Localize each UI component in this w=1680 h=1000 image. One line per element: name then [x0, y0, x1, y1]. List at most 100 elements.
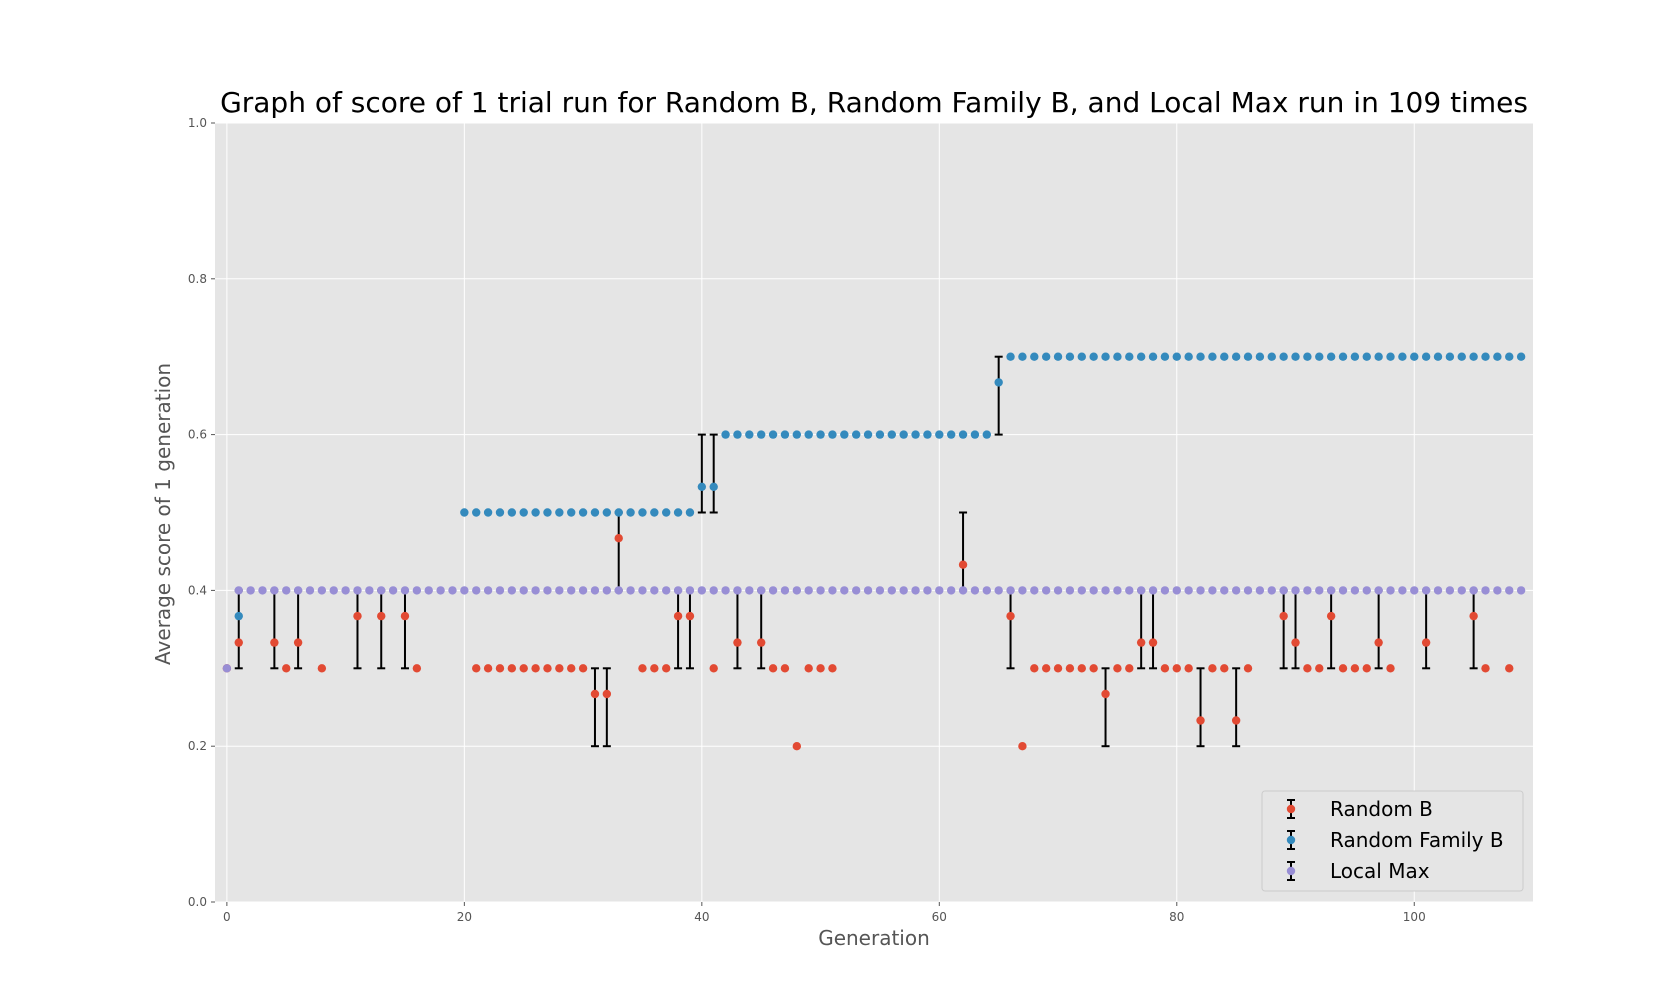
- random-b-point: [673, 611, 683, 621]
- local-max-point: [1350, 586, 1360, 595]
- local-max-point: [1291, 586, 1300, 595]
- random-b-point: [590, 689, 600, 699]
- grid: [215, 122, 1533, 903]
- random-family-b-point: [768, 430, 778, 439]
- local-max-point: [1148, 586, 1158, 595]
- local-max-point: [1208, 586, 1217, 595]
- tick-labels: 0 20 40 60 80 100 0.0 0.2 0.4 0.6 0.8 1.0: [188, 116, 1426, 924]
- local-max-point: [578, 586, 588, 595]
- local-max-point: [472, 586, 481, 595]
- random-family-b-point: [946, 430, 956, 439]
- random-b-point: [602, 689, 612, 699]
- local-max-point: [222, 664, 232, 673]
- random-b-point: [804, 664, 813, 673]
- local-max-point: [673, 586, 683, 595]
- random-b-point: [1220, 664, 1229, 673]
- local-max-point: [970, 586, 980, 595]
- local-max-point: [1089, 586, 1098, 595]
- local-max-point: [1101, 586, 1110, 595]
- local-max-point: [1481, 586, 1490, 595]
- random-family-b-point: [1136, 352, 1146, 361]
- random-b-point: [1279, 611, 1288, 621]
- random-family-b-point: [1006, 352, 1015, 361]
- random-b-point: [1065, 664, 1075, 673]
- local-max-point: [543, 586, 552, 595]
- local-max-point: [1505, 586, 1514, 595]
- random-b-point: [816, 664, 825, 673]
- random-family-b-point: [875, 430, 885, 439]
- random-family-b-point: [911, 430, 920, 439]
- random-b-point: [472, 664, 481, 673]
- random-b-point: [1196, 716, 1205, 725]
- random-b-point: [1362, 664, 1371, 673]
- local-max-point: [1457, 586, 1466, 595]
- data-points: [222, 352, 1526, 751]
- random-family-b-point: [567, 508, 576, 517]
- random-family-b-point: [234, 611, 243, 621]
- random-b-point: [1350, 664, 1360, 673]
- random-b-point: [1172, 664, 1181, 673]
- local-max-point: [436, 586, 445, 595]
- random-family-b-point: [804, 430, 813, 439]
- local-max-point: [745, 586, 754, 595]
- random-family-b-point: [531, 508, 540, 517]
- local-max-point: [1267, 586, 1276, 595]
- random-family-b-point: [840, 430, 849, 439]
- random-family-b-point: [1469, 352, 1478, 361]
- random-family-b-point: [1303, 352, 1312, 361]
- x-tick-label: 20: [457, 910, 472, 924]
- random-family-b-point: [1077, 352, 1086, 361]
- random-b-point: [578, 664, 588, 673]
- local-max-point: [1184, 586, 1193, 595]
- local-max-point: [567, 586, 576, 595]
- local-max-point: [946, 586, 956, 595]
- local-max-point: [1041, 586, 1051, 595]
- local-max-point: [899, 586, 908, 595]
- x-tick-label: 0: [223, 910, 231, 924]
- random-family-b-point: [1505, 352, 1514, 361]
- random-b-point: [507, 664, 517, 673]
- local-max-point: [1077, 586, 1086, 595]
- random-b-point: [1030, 664, 1039, 673]
- random-b-point: [1053, 664, 1063, 673]
- local-max-point: [1326, 586, 1336, 595]
- random-b-point: [733, 638, 742, 647]
- random-family-b-point: [745, 430, 754, 439]
- local-max-point: [424, 586, 433, 595]
- random-b-point: [1326, 611, 1336, 621]
- x-tick-label: 100: [1403, 910, 1426, 924]
- random-family-b-point: [1148, 352, 1158, 361]
- random-b-point: [234, 638, 243, 647]
- random-family-b-point: [1481, 352, 1490, 361]
- random-b-point: [1006, 611, 1015, 621]
- local-max-point: [602, 586, 612, 595]
- random-family-b-point: [1315, 352, 1324, 361]
- random-family-b-point: [780, 430, 790, 439]
- local-max-point: [1410, 586, 1419, 595]
- local-max-point: [329, 586, 338, 595]
- local-max-point: [768, 586, 778, 595]
- local-max-point: [804, 586, 813, 595]
- random-family-b-point: [590, 508, 600, 517]
- random-family-b-point: [602, 508, 612, 517]
- random-b-point: [270, 638, 279, 647]
- local-max-point: [1433, 586, 1443, 595]
- random-family-b-point: [1053, 352, 1063, 361]
- y-tick-label: 0.4: [188, 583, 207, 597]
- random-family-b-point: [1243, 352, 1253, 361]
- x-tick-label: 60: [932, 910, 947, 924]
- random-family-b-point: [899, 430, 908, 439]
- chart-title: Graph of score of 1 trial run for Random…: [220, 86, 1528, 119]
- random-family-b-point: [519, 508, 528, 517]
- local-max-point: [1445, 586, 1455, 595]
- local-max-point: [293, 586, 303, 595]
- local-max-point: [1374, 586, 1383, 595]
- random-family-b-point: [1184, 352, 1193, 361]
- random-family-b-point: [887, 430, 897, 439]
- random-family-b-point: [626, 508, 635, 517]
- local-max-point: [935, 586, 944, 595]
- plot-background: [215, 123, 1533, 902]
- random-family-b-point: [495, 508, 505, 517]
- random-b-point: [1243, 664, 1253, 673]
- random-family-b-point: [650, 508, 659, 517]
